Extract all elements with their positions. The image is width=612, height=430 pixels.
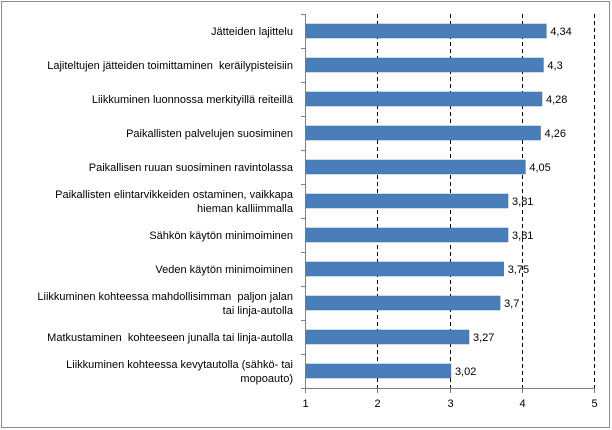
- category-label-8: Veden käytön minimoiminen: [155, 264, 293, 276]
- x-tick-label-5: 5: [591, 398, 597, 410]
- category-label-6-line-1: Paikallisten elintarvikkeiden ostaminen,…: [55, 189, 294, 201]
- bar-11: [305, 363, 452, 379]
- category-label-6-line-2: hieman kalliimmalla: [197, 203, 294, 215]
- bar-8: [305, 261, 504, 277]
- category-label-2: Lajiteltujen jätteiden toimittaminen ker…: [47, 60, 293, 72]
- bar-2: [305, 57, 544, 73]
- bar-7: [305, 227, 509, 243]
- category-label-11-line-2: mopoauto): [240, 373, 293, 385]
- bar-5: [305, 159, 526, 175]
- x-tick-label-3: 3: [447, 398, 453, 410]
- category-label-1: Jätteiden lajittelu: [211, 26, 293, 38]
- bar-3: [305, 91, 543, 107]
- value-label-4: 4,26: [545, 128, 566, 140]
- x-tick-label-4: 4: [519, 398, 525, 410]
- value-label-11: 3,02: [455, 366, 476, 378]
- category-label-9-line-1: Liikkuminen kohteessa mahdollisimman pal…: [37, 291, 293, 303]
- bar-1: [305, 23, 547, 39]
- value-label-5: 4,05: [529, 162, 550, 174]
- value-label-6: 3,81: [512, 196, 533, 208]
- value-label-10: 3,27: [473, 332, 494, 344]
- value-label-7: 3,81: [512, 230, 533, 242]
- value-label-1: 4,34: [550, 26, 571, 38]
- category-label-7: Sähkön käytön minimoiminen: [149, 230, 293, 242]
- value-label-9: 3,7: [504, 298, 519, 310]
- category-label-9-line-2: tai linja-autolla: [223, 305, 294, 317]
- category-label-5: Paikallisen ruuan suosiminen ravintolass…: [89, 162, 294, 174]
- x-tick-label-2: 2: [374, 398, 380, 410]
- x-tick-label-1: 1: [302, 398, 308, 410]
- category-label-10: Matkustaminen kohteeseen junalla tai lin…: [47, 332, 294, 344]
- bar-4: [305, 125, 541, 141]
- value-label-3: 4,28: [546, 94, 567, 106]
- bar-9: [305, 295, 501, 311]
- bar-10: [305, 329, 470, 345]
- value-label-2: 4,3: [547, 60, 562, 72]
- category-label-3: Liikkuminen luonnossa merkityillä reitei…: [92, 94, 294, 106]
- category-label-4: Paikallisten palvelujen suosiminen: [126, 128, 293, 140]
- bar-6: [305, 193, 509, 209]
- category-label-11-line-1: Liikkuminen kohteessa kevytautolla (sähk…: [66, 359, 293, 371]
- value-label-8: 3,75: [508, 264, 529, 276]
